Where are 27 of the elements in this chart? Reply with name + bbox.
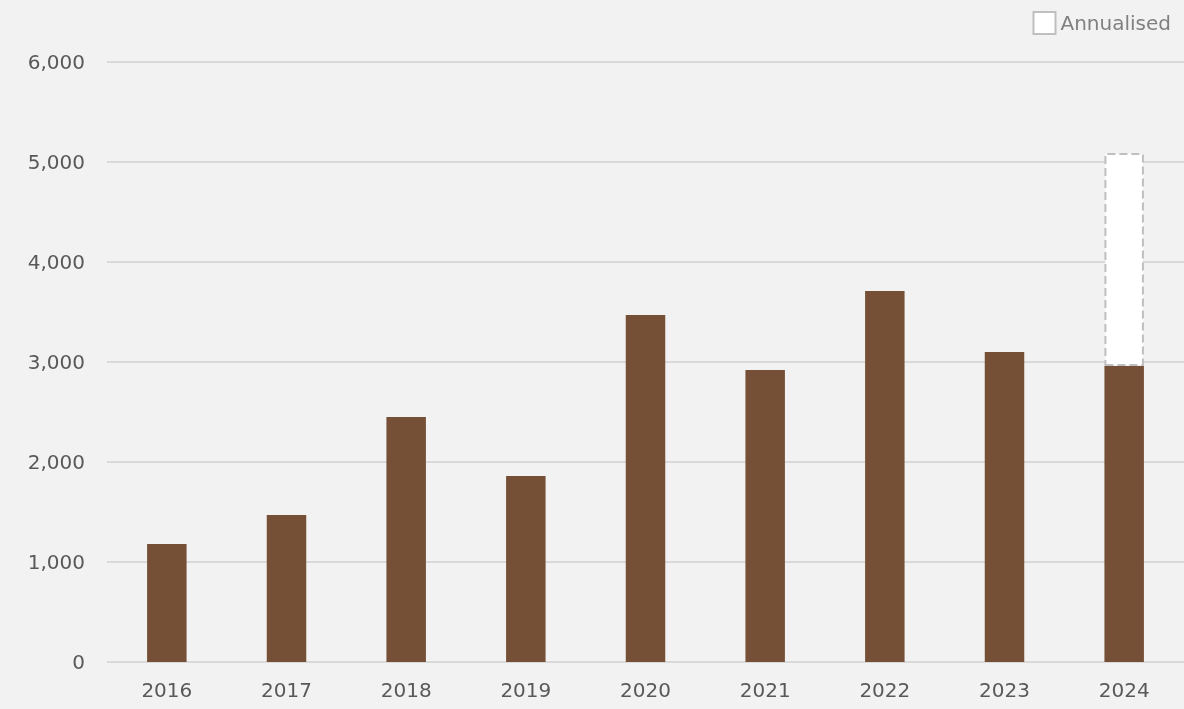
bar (506, 476, 546, 662)
bar (625, 315, 666, 662)
bar (1104, 153, 1144, 366)
bar (865, 291, 905, 662)
x-tick-label: 2021 (739, 678, 791, 702)
bar (984, 352, 1025, 662)
x-tick-label: 2024 (1098, 678, 1150, 702)
y-tick-label: 0 (72, 650, 85, 674)
x-tick-label: 2016 (141, 678, 193, 702)
y-tick-label: 2,000 (27, 450, 85, 474)
bar (266, 515, 307, 662)
bar (1104, 366, 1144, 662)
x-tick-label: 2017 (261, 678, 312, 702)
y-tick-label: 1,000 (27, 550, 85, 574)
legend-label: Annualised (1060, 11, 1171, 35)
y-tick-label: 5,000 (27, 150, 85, 174)
bar (745, 370, 785, 662)
x-tick-label: 2023 (979, 678, 1030, 702)
x-tick-label: 2022 (859, 678, 911, 702)
bar (147, 544, 187, 662)
y-tick-label: 3,000 (27, 350, 85, 374)
y-tick-label: 6,000 (27, 50, 85, 74)
y-tick-label: 4,000 (27, 250, 85, 274)
x-tick-label: 2020 (620, 678, 671, 702)
x-tick-label: 2019 (500, 678, 552, 702)
bar (386, 417, 426, 662)
x-tick-label: 2018 (380, 678, 432, 702)
